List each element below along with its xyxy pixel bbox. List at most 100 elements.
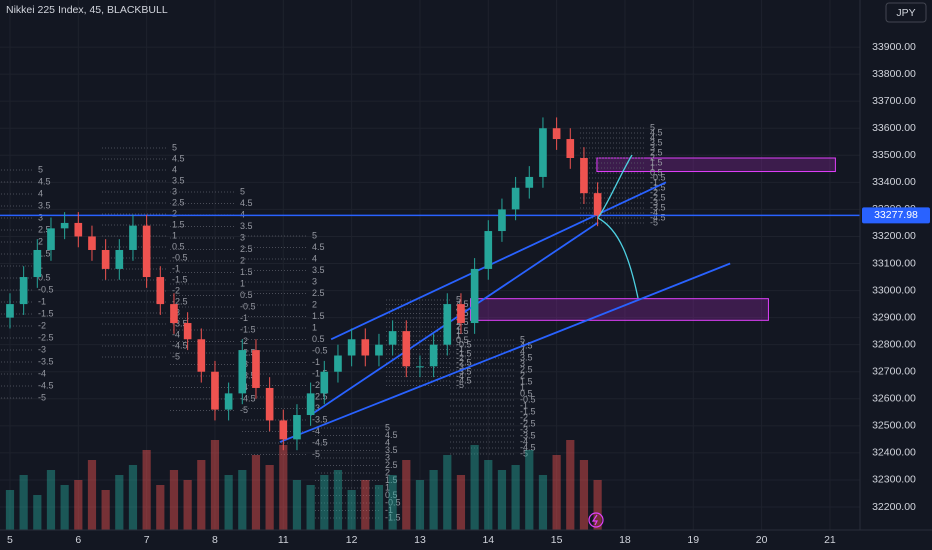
fib-label: -0.5 — [240, 301, 256, 311]
fib-label: 4 — [312, 253, 317, 263]
x-tick-label: 18 — [619, 534, 631, 546]
fib-label: -2 — [172, 285, 180, 295]
fib-label: -2.5 — [520, 418, 536, 428]
fib-label: -3 — [312, 403, 320, 413]
fib-label: -1.5 — [650, 182, 666, 192]
fib-label: -4.5 — [240, 393, 256, 403]
fib-label: 5 — [240, 186, 245, 196]
fib-label: -3.5 — [172, 318, 188, 328]
fib-label: -2.5 — [456, 357, 472, 367]
fib-label: 2 — [520, 370, 525, 380]
fib-label: 3.5 — [240, 221, 253, 231]
volume-bar — [415, 480, 425, 530]
currency-label[interactable]: JPY — [896, 7, 915, 19]
volume-bar — [251, 455, 261, 530]
fib-label: -3.5 — [240, 370, 256, 380]
fib-label: 3 — [385, 452, 390, 462]
fib-label: 2 — [456, 321, 461, 331]
candle-body — [252, 350, 260, 388]
fib-label: 4 — [650, 132, 655, 142]
fib-label: -5 — [172, 351, 180, 361]
candle-body — [6, 304, 14, 318]
candle-body — [33, 249, 42, 278]
volume-bar — [265, 465, 274, 530]
volume-bar — [484, 460, 493, 530]
fib-label: -1 — [456, 344, 464, 354]
forecast-curve — [597, 217, 639, 299]
volume-bar — [128, 465, 138, 530]
fib-label: 5 — [38, 164, 43, 174]
x-tick-label: 20 — [756, 534, 768, 546]
zone — [596, 157, 836, 173]
fib-label: -0.5 — [38, 284, 54, 294]
volume-bar — [374, 485, 384, 530]
alert-icon[interactable] — [588, 512, 604, 528]
volume-bar — [429, 470, 438, 530]
fib-label: -5 — [240, 405, 248, 415]
y-tick-label: 32800.00 — [872, 338, 916, 350]
fib-label: 5 — [650, 122, 655, 132]
fib-label: 3.5 — [312, 265, 325, 275]
fib-label: -3 — [520, 424, 528, 434]
fib-label: 1 — [385, 482, 390, 492]
candle-body — [443, 304, 452, 345]
fib-label: 2.5 — [385, 460, 398, 470]
fib-label: -2 — [312, 380, 320, 390]
volume-bar — [46, 470, 56, 530]
fib-label: 2.5 — [312, 288, 325, 298]
fib-label: -1.5 — [240, 324, 256, 334]
candle-body — [115, 249, 124, 269]
fib-label: 3 — [172, 186, 177, 196]
fib-label: 0.5 — [172, 241, 185, 251]
volume-bar — [19, 475, 28, 530]
candle-body — [238, 350, 247, 394]
fib-label: 2.5 — [38, 224, 51, 234]
candle-body — [60, 222, 69, 229]
forecast-curve — [597, 154, 633, 219]
fib-label: -3.5 — [38, 356, 54, 366]
candle-body — [47, 228, 55, 250]
fib-label: 0.5 — [520, 388, 533, 398]
fib-label: 4.5 — [172, 153, 185, 163]
fib-label: 5 — [520, 334, 525, 344]
y-tick-label: 32900.00 — [872, 311, 916, 323]
y-tick-label: 33200.00 — [872, 230, 916, 242]
fib-label: 4 — [240, 209, 245, 219]
fib-label: 2.5 — [650, 147, 663, 157]
volume-bar — [115, 475, 124, 530]
volume-bar — [497, 470, 507, 530]
fib-label: 3 — [520, 358, 525, 368]
fib-label: 3.5 — [172, 175, 185, 185]
fib-label: -1 — [385, 505, 393, 515]
fib-label: -1.5 — [172, 274, 188, 284]
candle-body — [361, 339, 370, 356]
currency-button[interactable] — [885, 2, 927, 23]
fib-label: -3 — [650, 197, 658, 207]
candle-body — [170, 304, 178, 324]
fib-label: 4.5 — [650, 127, 663, 137]
candle-body — [593, 193, 602, 216]
fib-label: -2 — [520, 412, 528, 422]
fib-label: -1 — [240, 313, 248, 323]
candle-body — [402, 331, 411, 367]
fib-label: -4 — [520, 436, 528, 446]
fib-label: -5 — [38, 392, 46, 402]
fib-label: -1 — [172, 263, 180, 273]
y-tick-label: 33800.00 — [872, 68, 916, 80]
fib-label: -2.5 — [38, 332, 54, 342]
volume-bar — [142, 450, 151, 530]
fib-label: -1 — [312, 357, 320, 367]
y-tick-label: 33400.00 — [872, 176, 916, 188]
volume-bar — [183, 480, 192, 530]
fib-label: -4 — [172, 329, 180, 339]
fib-label: -5 — [520, 448, 528, 458]
volume-bar — [33, 495, 42, 530]
fib-label: -4 — [312, 426, 320, 436]
volume-bar — [593, 480, 602, 530]
fib-label: 0.5 — [650, 167, 663, 177]
volume-bar — [402, 460, 411, 530]
fib-label: 1.5 — [172, 219, 185, 229]
fib-label: 1.5 — [650, 157, 663, 167]
volume-bar — [292, 480, 302, 530]
fib-label: 4.5 — [312, 242, 325, 252]
